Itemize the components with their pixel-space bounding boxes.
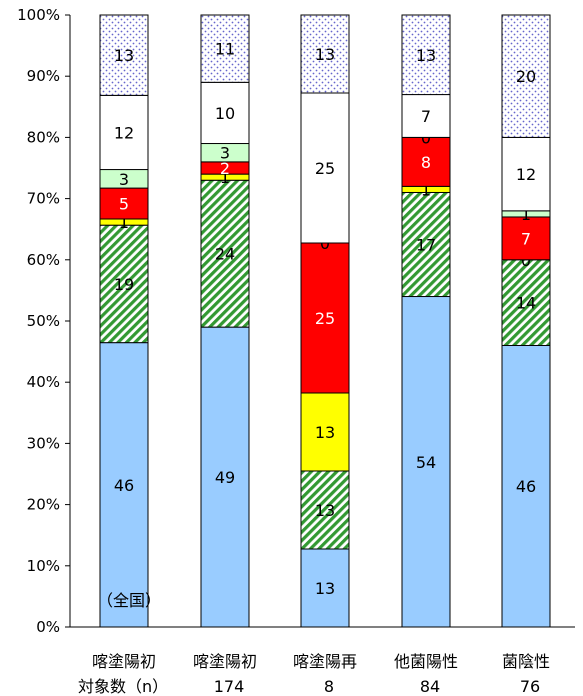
bar-segment <box>300 92 350 244</box>
data-label: 25 <box>315 309 335 328</box>
y-tick-label: 30% <box>27 434 60 452</box>
x-category-label: 喀塗陽初 <box>92 652 156 671</box>
bar-segment <box>401 191 451 298</box>
data-label: 49 <box>215 468 235 487</box>
data-label: 12 <box>114 123 134 142</box>
bar-segment <box>300 392 350 472</box>
y-tick-label: 10% <box>27 557 60 575</box>
n-value-label: 84 <box>420 677 440 696</box>
bar-segment <box>501 14 551 138</box>
bar-segment <box>99 342 149 628</box>
y-tick-label: 50% <box>27 312 60 330</box>
data-label: 2 <box>220 159 230 178</box>
x-category-label: 喀塗陽初 <box>193 652 257 671</box>
bar-segment <box>99 94 149 171</box>
data-label: 13 <box>114 46 134 65</box>
y-tick-label: 40% <box>27 373 60 391</box>
data-label: 25 <box>315 159 335 178</box>
x-category-label: 他菌陽性 <box>394 652 458 671</box>
data-label: 1 <box>119 213 129 232</box>
data-label: 46 <box>516 477 536 496</box>
bar-segment <box>200 14 250 83</box>
data-label: 13 <box>416 46 436 65</box>
data-label: 8 <box>421 153 431 172</box>
data-label: 7 <box>521 229 531 248</box>
data-label: 20 <box>516 67 536 86</box>
y-tick-label: 60% <box>27 251 60 269</box>
bar-segment <box>300 14 350 94</box>
y-tick-label: 70% <box>27 190 60 208</box>
category-labels: 喀塗陽初 喀塗陽初 174 喀塗陽再 8 他菌陽性 84 菌陰性 76 対象数（n） <box>78 652 550 696</box>
data-label: 3 <box>119 170 129 189</box>
x-category-label: 菌陰性 <box>502 652 550 671</box>
data-label: 1 <box>521 205 531 224</box>
data-label: 54 <box>416 453 436 472</box>
bar-segment <box>501 216 551 261</box>
data-label: 13 <box>315 45 335 64</box>
n-value-label: 174 <box>214 677 245 696</box>
data-label: 1 <box>220 168 230 187</box>
bar-segment <box>200 326 250 628</box>
y-tick-label: 100% <box>17 6 60 24</box>
n-prefix-label: 対象数（n） <box>78 677 168 696</box>
data-label: 7 <box>421 107 431 126</box>
annotation-label: （全国） <box>97 591 161 610</box>
data-label: 11 <box>215 40 235 59</box>
y-tick-label: 90% <box>27 67 60 85</box>
bar-segment <box>401 14 451 96</box>
bar-segment <box>501 136 551 212</box>
y-axis: 0% 10% 20% 30% 40% 50% 60% 70% 80% 90% 100% <box>17 6 575 636</box>
data-label: 5 <box>119 195 129 214</box>
data-label: 1 <box>421 180 431 199</box>
x-category-label: 喀塗陽再 <box>293 652 357 671</box>
bar-segment <box>401 296 451 628</box>
bars: 4619153121349241231011131313250251354171… <box>97 14 551 628</box>
bar-segment <box>200 81 250 145</box>
y-tick-label: 0% <box>36 618 60 636</box>
data-label: 3 <box>220 144 230 163</box>
data-label: 13 <box>315 501 335 520</box>
data-label: 19 <box>114 275 134 294</box>
data-label: 10 <box>215 104 235 123</box>
data-label: 13 <box>315 579 335 598</box>
n-value-label: 8 <box>324 677 334 696</box>
data-label: 46 <box>114 476 134 495</box>
y-tick-label: 80% <box>27 128 60 146</box>
y-tick-label: 20% <box>27 496 60 514</box>
bar-segment <box>200 179 250 328</box>
bar-segment <box>99 14 149 96</box>
data-label: 12 <box>516 165 536 184</box>
data-label: 14 <box>516 294 536 313</box>
n-value-label: 76 <box>520 677 540 696</box>
bar-segment <box>300 242 350 394</box>
data-label: 13 <box>315 423 335 442</box>
bar-segment <box>99 224 149 344</box>
data-label: 17 <box>416 236 436 255</box>
data-label: 24 <box>215 245 235 264</box>
bar-segment <box>401 136 451 187</box>
